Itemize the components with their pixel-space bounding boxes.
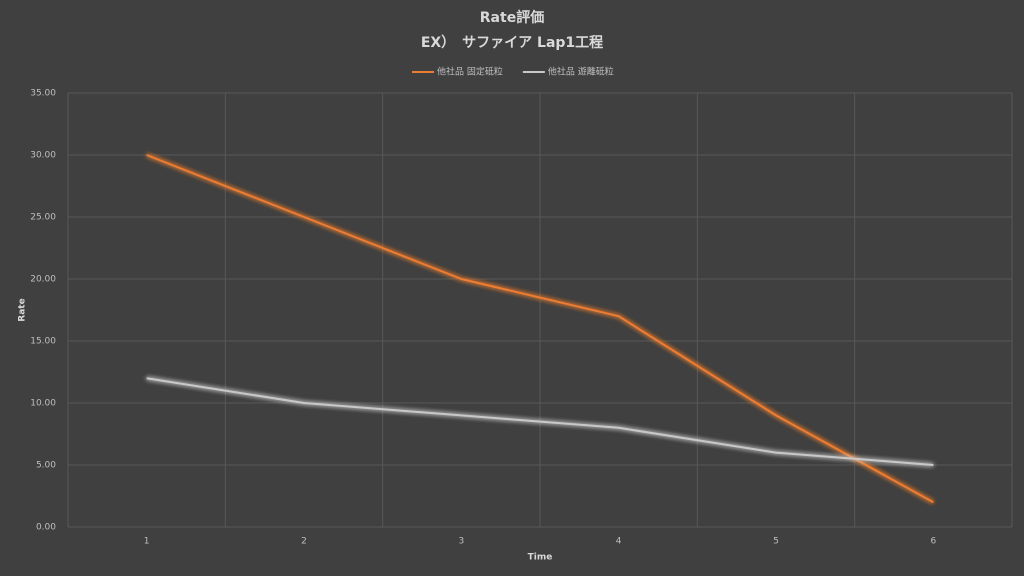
y-tick-label: 5.00: [36, 461, 56, 471]
y-tick-label: 15.00: [30, 337, 56, 347]
x-tick-label: 3: [458, 537, 464, 547]
y-axis-title: Rate: [18, 298, 28, 321]
legend-label: 他社品 固定砥粒: [437, 66, 503, 78]
chart-title: Rate評価: [480, 9, 544, 26]
chart-subtitle: EX） サファイア Lap1工程: [421, 35, 603, 51]
legend-label: 他社品 遊離砥粒: [548, 66, 614, 78]
y-tick-label: 25.00: [30, 213, 56, 223]
y-tick-label: 35.00: [30, 89, 56, 99]
x-tick-label: 1: [144, 537, 150, 547]
series-line: [146, 377, 934, 466]
y-tick-label: 10.00: [30, 399, 56, 409]
y-tick-label: 20.00: [30, 275, 56, 285]
x-tick-label: 5: [773, 537, 779, 547]
series-line: [146, 154, 934, 504]
x-axis-title: Time: [528, 553, 553, 563]
x-tick-label: 6: [930, 537, 936, 547]
x-tick-label: 4: [616, 537, 622, 547]
y-tick-label: 30.00: [30, 151, 56, 161]
y-tick-label: 0.00: [36, 523, 56, 533]
x-tick-label: 2: [301, 537, 307, 547]
